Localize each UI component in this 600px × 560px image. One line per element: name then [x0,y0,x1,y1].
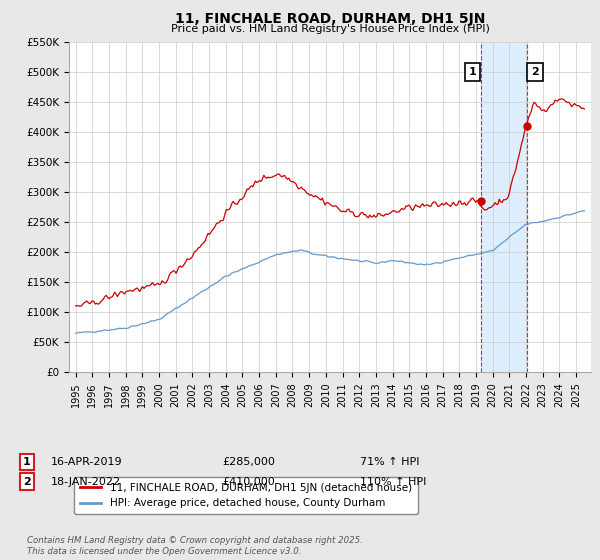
Legend: 11, FINCHALE ROAD, DURHAM, DH1 5JN (detached house), HPI: Average price, detache: 11, FINCHALE ROAD, DURHAM, DH1 5JN (deta… [74,477,418,515]
Text: 1: 1 [23,457,31,467]
Text: 11, FINCHALE ROAD, DURHAM, DH1 5JN: 11, FINCHALE ROAD, DURHAM, DH1 5JN [175,12,485,26]
Text: Price paid vs. HM Land Registry's House Price Index (HPI): Price paid vs. HM Land Registry's House … [170,24,490,34]
Text: 16-APR-2019: 16-APR-2019 [51,457,122,467]
Bar [481,42,527,372]
Text: 2: 2 [531,67,539,77]
Text: 1: 1 [469,67,476,77]
Text: £410,000: £410,000 [222,477,275,487]
Text: £285,000: £285,000 [222,457,275,467]
Text: 71% ↑ HPI: 71% ↑ HPI [360,457,419,467]
Text: Contains HM Land Registry data © Crown copyright and database right 2025.
This d: Contains HM Land Registry data © Crown c… [27,536,363,556]
Text: 110% ↑ HPI: 110% ↑ HPI [360,477,427,487]
Text: 2: 2 [23,477,31,487]
Text: 18-JAN-2022: 18-JAN-2022 [51,477,121,487]
